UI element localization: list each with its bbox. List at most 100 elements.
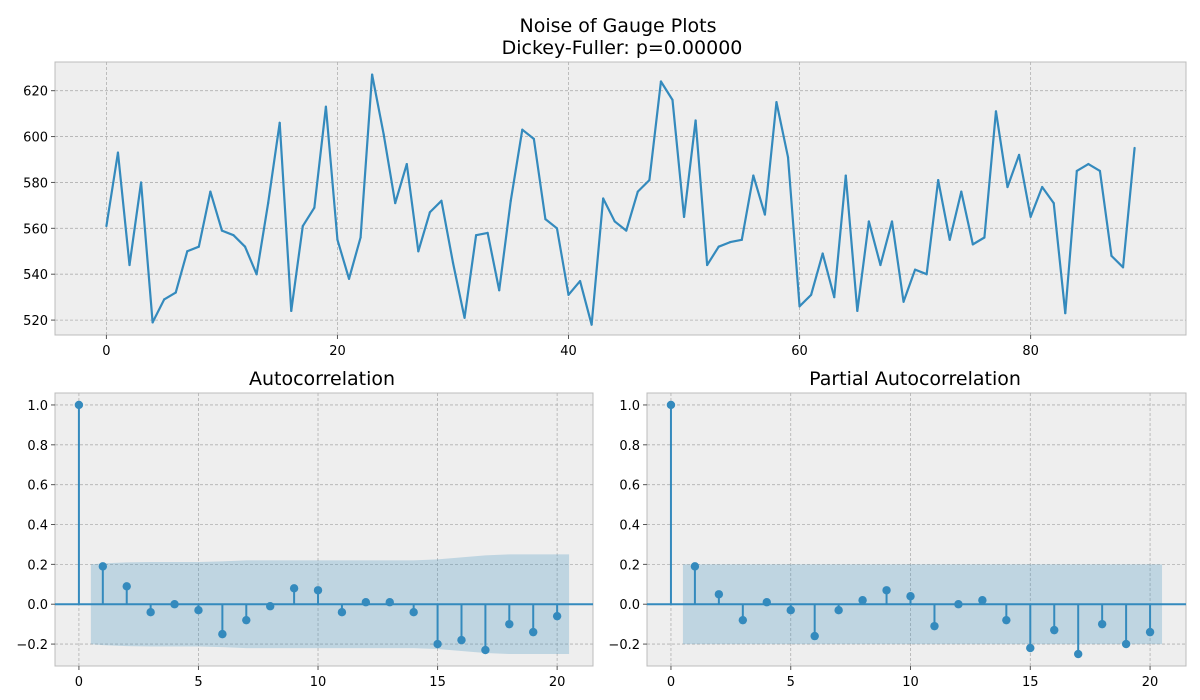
x-tick-label: 10 bbox=[310, 675, 327, 690]
series-segment bbox=[301, 206, 316, 228]
series-segment bbox=[740, 174, 755, 241]
series-segment bbox=[602, 197, 616, 223]
series-segment bbox=[174, 250, 189, 294]
y-tick-label: 0.8 bbox=[619, 439, 640, 454]
y-tick-label: 0.2 bbox=[27, 558, 48, 573]
stem-marker bbox=[552, 611, 562, 621]
y-tick-label: 580 bbox=[23, 176, 48, 191]
y-tick-label: −0.2 bbox=[16, 638, 48, 653]
x-tick-label: 20 bbox=[549, 675, 566, 690]
stem-marker bbox=[481, 645, 490, 655]
y-tick-label: 600 bbox=[23, 131, 48, 146]
x-tick-label: 15 bbox=[429, 675, 446, 690]
series-segment bbox=[833, 174, 847, 299]
stem-marker bbox=[122, 582, 131, 591]
y-tick-label: 0.2 bbox=[619, 558, 640, 573]
series-segment bbox=[371, 73, 385, 136]
series-segment bbox=[186, 245, 200, 253]
stem-marker bbox=[385, 598, 394, 607]
series-segment bbox=[382, 133, 397, 205]
y-tick-label: 620 bbox=[23, 85, 48, 100]
x-tick-label: 80 bbox=[1022, 344, 1039, 359]
series-segment bbox=[359, 73, 374, 239]
stem-marker bbox=[433, 639, 442, 649]
stem-marker bbox=[361, 598, 371, 607]
stem-marker bbox=[266, 602, 275, 611]
stem-marker bbox=[978, 596, 987, 605]
stem-marker bbox=[505, 619, 514, 629]
series-segment bbox=[671, 98, 686, 218]
series-segment bbox=[636, 179, 651, 193]
series-segment bbox=[139, 181, 154, 324]
series-segment bbox=[567, 279, 582, 296]
stem-marker bbox=[1097, 619, 1107, 629]
stem-marker bbox=[194, 606, 203, 615]
stem-marker bbox=[218, 629, 227, 639]
series-segment bbox=[486, 231, 501, 292]
stem-marker bbox=[1002, 615, 1011, 625]
y-tick-label: 1.0 bbox=[27, 399, 48, 414]
stem-marker bbox=[930, 621, 939, 631]
y-tick-label: 0.0 bbox=[619, 598, 640, 613]
stem-marker bbox=[954, 600, 963, 609]
series-segment bbox=[1064, 169, 1078, 315]
series-segment bbox=[440, 199, 455, 264]
series-segment bbox=[313, 105, 328, 209]
y-tick-label: 560 bbox=[23, 222, 48, 237]
stem-marker bbox=[1050, 625, 1059, 635]
series-segment bbox=[498, 199, 512, 292]
series-segment bbox=[752, 174, 767, 216]
series-segment bbox=[810, 252, 824, 296]
series-segment bbox=[821, 252, 836, 299]
stem-marker bbox=[834, 606, 843, 615]
series-segment bbox=[544, 218, 559, 230]
stem-marker bbox=[457, 635, 466, 645]
series-segment bbox=[1041, 185, 1055, 205]
series-segment bbox=[1029, 185, 1044, 218]
series-segment bbox=[417, 211, 431, 253]
stem-marker bbox=[906, 592, 915, 601]
x-tick-label: 15 bbox=[1022, 675, 1039, 690]
series-segment bbox=[948, 190, 963, 241]
stem-marker bbox=[146, 607, 155, 617]
series-segment bbox=[151, 298, 166, 324]
x-tick-label: 0 bbox=[102, 344, 110, 359]
series-segment bbox=[613, 220, 628, 232]
series-segment bbox=[867, 220, 882, 267]
stem-marker bbox=[313, 586, 323, 595]
stem-marker bbox=[529, 627, 538, 637]
series-segment bbox=[717, 240, 732, 248]
x-tick-label: 0 bbox=[667, 675, 675, 690]
series-segment bbox=[255, 201, 270, 276]
y-tick-label: 520 bbox=[23, 314, 48, 329]
series-segment bbox=[428, 199, 443, 214]
y-tick-label: 0.4 bbox=[27, 519, 48, 534]
series-segment bbox=[1121, 146, 1136, 269]
series-segment bbox=[451, 261, 466, 319]
y-tick-label: 0.6 bbox=[27, 479, 48, 494]
stem-marker bbox=[242, 615, 251, 625]
series-segment bbox=[763, 101, 778, 216]
series-segment bbox=[659, 80, 674, 101]
figure-subtitle: Dickey-Fuller: p=0.00000 bbox=[502, 37, 743, 59]
series-segment bbox=[1006, 153, 1021, 189]
series-segment bbox=[105, 151, 120, 228]
series-segment bbox=[902, 268, 917, 303]
series-segment bbox=[394, 162, 408, 205]
series-segment bbox=[128, 181, 143, 267]
pacf-title: Partial Autocorrelation bbox=[809, 368, 1021, 390]
acf-title: Autocorrelation bbox=[249, 368, 395, 390]
y-tick-label: 0.4 bbox=[619, 519, 640, 534]
series-segment bbox=[971, 236, 986, 246]
stem-marker bbox=[666, 400, 676, 410]
series-segment bbox=[336, 238, 351, 280]
series-segment bbox=[786, 156, 801, 308]
stem-marker bbox=[858, 596, 867, 605]
stem-marker bbox=[738, 615, 748, 625]
series-segment bbox=[994, 110, 1009, 189]
series-segment bbox=[521, 128, 535, 140]
y-tick-label: 0.6 bbox=[619, 479, 640, 494]
acf-plot: 0 5 10 15 20 −0.2 0.0 0.2 0.4 0.6 0.8 1.0 bbox=[16, 392, 594, 690]
series-segment bbox=[555, 227, 570, 296]
